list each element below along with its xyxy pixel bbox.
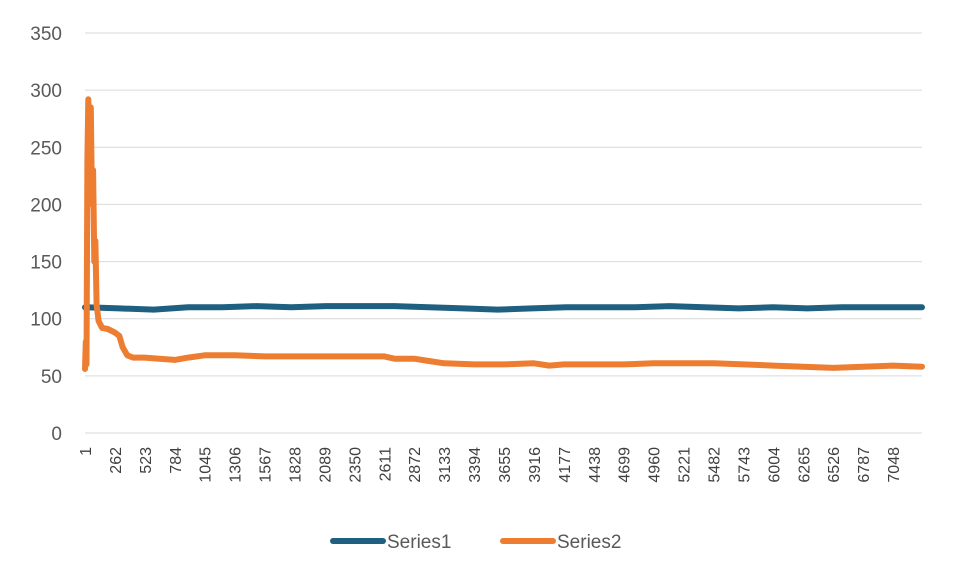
legend-label-2: Series2: [557, 532, 621, 553]
x-tick-label: 4438: [587, 447, 604, 483]
y-tick-label: 50: [41, 367, 62, 388]
x-tick-label: 4699: [617, 447, 634, 483]
x-tick-label: 6787: [856, 447, 873, 483]
x-tick-label: 1828: [288, 447, 305, 483]
y-axis-tick-labels: 0 50 100 150 200 250 300 350: [30, 24, 62, 445]
x-tick-label: 5221: [677, 447, 694, 483]
x-tick-label: 262: [108, 447, 125, 474]
x-tick-label: 2611: [377, 447, 394, 482]
x-tick-label: 2872: [407, 447, 424, 483]
x-tick-label: 1: [78, 447, 95, 456]
x-tick-label: 1045: [198, 447, 215, 483]
x-tick-label: 6265: [796, 447, 813, 483]
series-line-1: [82, 303, 925, 313]
x-tick-label: 1567: [258, 447, 275, 483]
y-tick-label: 350: [30, 24, 62, 45]
x-tick-label: 3655: [497, 447, 514, 483]
y-tick-label: 250: [30, 138, 62, 159]
x-tick-label: 3133: [437, 447, 454, 483]
x-axis-tick-labels: 1 262 523 784 1045 1306 1567 1828 2089 2350 2611 28…: [78, 447, 903, 483]
y-tick-label: 0: [51, 424, 62, 445]
legend-label-1: Series1: [387, 532, 451, 553]
y-tick-label: 300: [30, 81, 62, 102]
x-tick-label: 6004: [766, 447, 783, 483]
x-tick-label: 3916: [527, 447, 544, 483]
x-tick-label: 5482: [707, 447, 724, 483]
x-tick-label: 784: [168, 447, 185, 474]
x-tick-label: 1306: [228, 447, 245, 483]
series-line-2: [82, 96, 925, 372]
x-tick-label: 4960: [647, 447, 664, 483]
series-lines: [82, 96, 925, 372]
x-tick-label: 2089: [317, 447, 334, 483]
x-tick-label: 6526: [826, 447, 843, 483]
x-tick-label: 4177: [557, 447, 574, 483]
x-tick-label: 3394: [467, 447, 484, 483]
x-tick-label: 7048: [886, 447, 903, 483]
x-tick-label: 5743: [736, 447, 753, 483]
y-tick-label: 200: [30, 195, 62, 216]
x-tick-label: 523: [138, 447, 155, 474]
legend: Series1 Series2: [330, 532, 621, 553]
y-tick-label: 100: [30, 310, 62, 331]
x-tick-label: 2350: [347, 447, 364, 483]
y-tick-label: 150: [30, 253, 62, 274]
gridlines: [85, 32, 922, 434]
